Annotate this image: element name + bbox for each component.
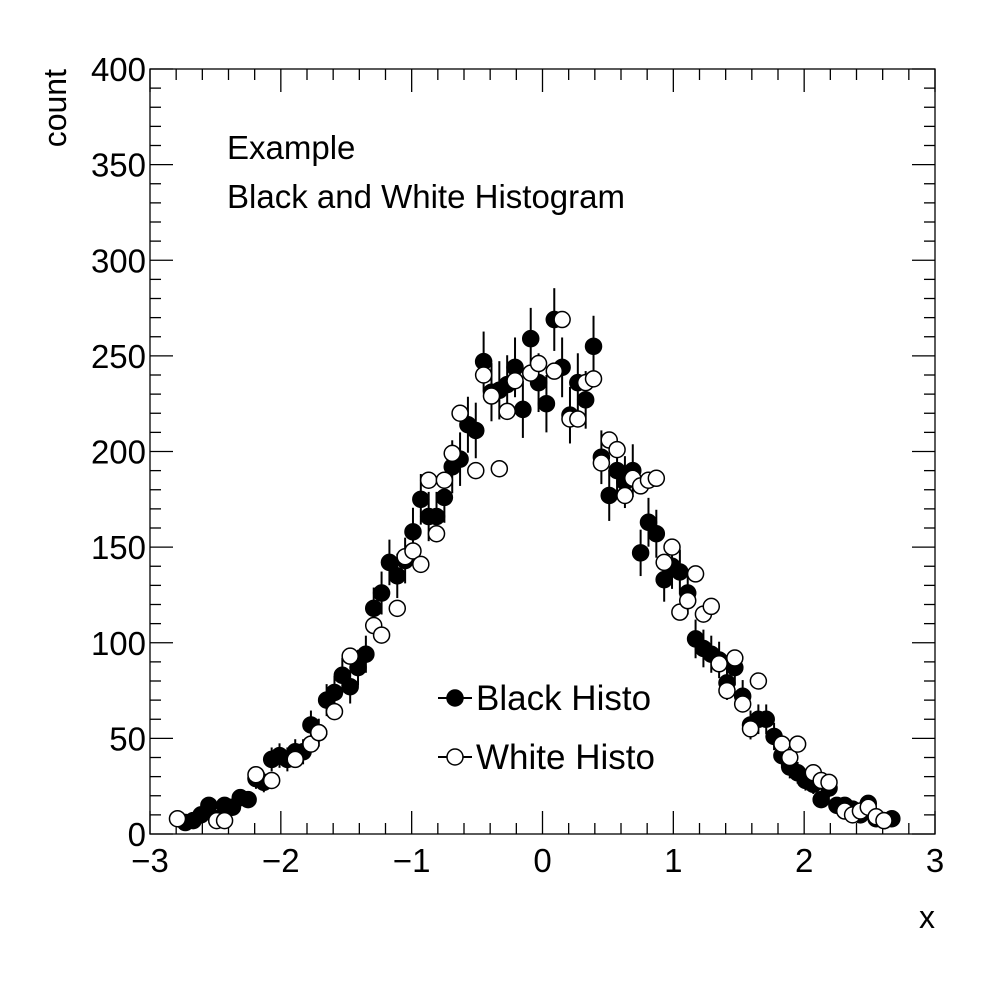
- white-histo-point: [663, 538, 681, 556]
- annotation-line-1: Example: [227, 129, 355, 166]
- y-tick-label: 400: [91, 51, 146, 88]
- black-histo-point: [757, 710, 775, 728]
- black-histo-point: [600, 486, 618, 505]
- white-histo-point: [529, 354, 548, 373]
- white-histo-point: [749, 672, 768, 690]
- white-histo-point: [310, 723, 328, 742]
- black-histo-point: [671, 563, 689, 581]
- white-histo-point: [286, 750, 304, 769]
- white-histo-point: [553, 310, 571, 329]
- white-histo-point: [419, 471, 438, 489]
- white-histo-point: [545, 362, 564, 380]
- x-tick-label: 0: [533, 842, 551, 879]
- black-histo-point: [388, 567, 407, 585]
- black-histo-point: [435, 488, 454, 507]
- y-tick-label: 350: [91, 147, 146, 184]
- white-histo-point: [372, 626, 391, 644]
- white-histo-point: [412, 555, 430, 574]
- black-histo-point: [404, 523, 422, 541]
- black-histo-point: [521, 329, 540, 348]
- black-histo-point: [239, 790, 257, 809]
- black-histo-point: [325, 683, 344, 702]
- y-tick-label: 100: [91, 625, 146, 662]
- white-histo-point: [467, 461, 485, 480]
- y-tick-label: 250: [91, 338, 146, 375]
- annotation-line-2: Black and White Histogram: [227, 178, 625, 215]
- series-white-histo: [168, 310, 893, 830]
- white-histo-point: [781, 748, 799, 767]
- black-histo-point: [514, 400, 532, 419]
- legend-black-label: Black Histo: [476, 679, 651, 718]
- white-histo-point: [443, 444, 461, 463]
- white-histo-point: [788, 735, 807, 753]
- black-histo-point: [427, 507, 446, 526]
- x-tick-label: −3: [131, 842, 169, 879]
- white-histo-point: [820, 773, 838, 792]
- white-histo-point: [435, 471, 454, 489]
- data-marks: [168, 288, 901, 832]
- white-histo-point: [451, 404, 469, 422]
- white-histo-point: [388, 599, 407, 618]
- black-histo-point: [647, 524, 666, 543]
- white-histo-point: [592, 454, 611, 472]
- y-tick-label: 50: [109, 720, 146, 757]
- x-axis-title: x: [919, 899, 935, 935]
- legend-white-label: White Histo: [476, 738, 655, 777]
- axis-tick-labels: −3 −2 −1 0 1 2 3 0 50 100 150 200 250 300 350 400: [91, 51, 944, 879]
- white-histo-point: [718, 681, 736, 700]
- black-histo-point: [412, 490, 430, 509]
- y-tick-label: 0: [128, 816, 146, 853]
- black-histo-point: [631, 544, 650, 562]
- axis-ticks: [149, 68, 936, 835]
- white-histo-point: [608, 440, 626, 459]
- white-histo-point: [655, 553, 673, 572]
- white-histo-point: [726, 649, 744, 667]
- y-tick-label: 150: [91, 529, 146, 566]
- x-tick-label: 2: [795, 842, 813, 879]
- white-histo-point: [647, 469, 666, 488]
- white-histo-point: [168, 809, 187, 828]
- x-tick-label: −2: [262, 842, 300, 879]
- white-histo-point: [678, 591, 697, 610]
- legend-black-marker: [446, 689, 464, 707]
- white-histo-point: [247, 765, 265, 784]
- black-histo-point: [372, 584, 391, 602]
- white-histo-point: [498, 402, 516, 421]
- black-histo-point: [537, 394, 556, 413]
- white-histo-point: [215, 811, 234, 830]
- x-tick-label: 3: [926, 842, 944, 879]
- x-tick-label: 1: [664, 842, 682, 879]
- white-histo-point: [686, 565, 705, 583]
- white-histo-point: [262, 771, 281, 790]
- black-histo-point: [584, 337, 603, 356]
- white-histo-point: [427, 524, 446, 543]
- y-axis-title: count: [37, 69, 73, 147]
- y-tick-label: 200: [91, 434, 146, 471]
- white-histo-point: [490, 459, 509, 478]
- legend-white-marker: [446, 748, 464, 766]
- white-histo-point: [341, 647, 359, 665]
- white-histo-point: [733, 695, 752, 713]
- black-histo-point: [467, 421, 485, 440]
- white-histo-point: [616, 486, 634, 505]
- white-histo-point: [482, 387, 501, 405]
- white-histo-point: [741, 720, 760, 738]
- white-histo-point: [569, 410, 587, 428]
- white-histo-point: [710, 655, 728, 673]
- black-histo-point: [364, 599, 383, 618]
- white-histo-point: [875, 811, 893, 830]
- black-histo-point: [357, 645, 375, 663]
- white-histo-point: [404, 542, 422, 560]
- white-histo-point: [584, 370, 603, 388]
- black-histo-point: [576, 391, 595, 409]
- white-histo-point: [702, 597, 721, 616]
- white-histo-point: [325, 702, 344, 721]
- x-tick-label: −1: [393, 842, 431, 879]
- white-histo-point: [506, 371, 524, 390]
- black-histo-point: [341, 677, 359, 696]
- y-tick-label: 300: [91, 242, 146, 279]
- legend: Black Histo White Histo: [438, 679, 655, 777]
- white-histo-point: [474, 366, 493, 384]
